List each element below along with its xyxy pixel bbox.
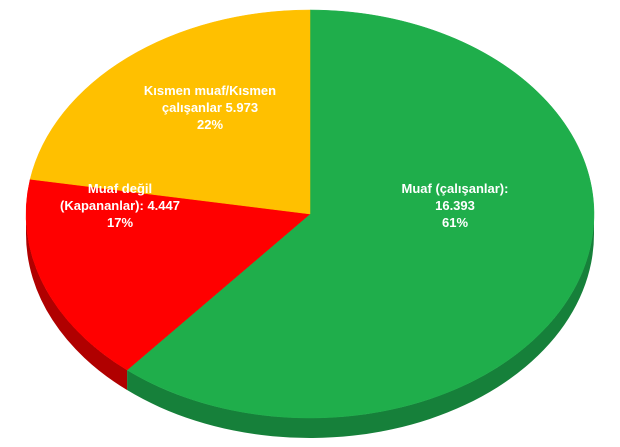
percent-label: 17%	[106, 215, 134, 230]
category-label: Muaf değil (Kapananlar):	[60, 181, 153, 213]
percent-label: 61%	[441, 215, 469, 230]
category-label: Kısmen muaf/Kısmen çalışanlar	[143, 83, 277, 115]
percent-label: 22%	[196, 117, 224, 132]
slice-side	[26, 214, 128, 391]
slice-side	[127, 214, 594, 439]
slice	[29, 9, 311, 215]
slice-label: Muaf (çalışanlar): 16.393 61%	[380, 180, 530, 231]
value-label: 16.393	[435, 198, 475, 213]
value-label: 4.447	[147, 198, 180, 213]
value-label: 5.973	[225, 100, 259, 115]
category-label: Muaf (çalışanlar):	[401, 181, 509, 196]
slice	[126, 9, 595, 419]
slice-label: Kısmen muaf/Kısmen çalışanlar 5.973 22%	[130, 82, 290, 133]
slice-label: Muaf değil (Kapananlar): 4.447 17%	[45, 180, 195, 231]
slice	[25, 178, 311, 371]
